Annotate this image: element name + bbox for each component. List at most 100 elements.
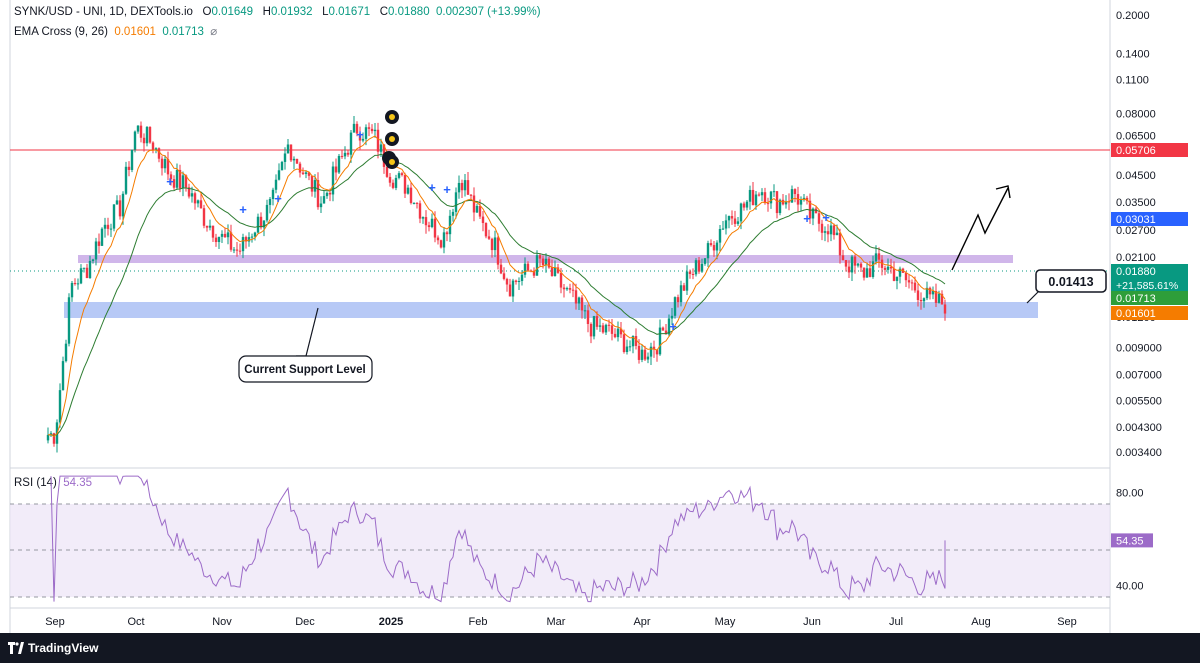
candlestick-series	[46, 116, 947, 453]
candle-body	[484, 223, 488, 237]
price-tick-label: 0.06500	[1116, 131, 1156, 143]
rsi-band	[10, 504, 1110, 597]
candle-body	[445, 232, 449, 235]
candle-body	[181, 175, 185, 189]
candle-body	[829, 225, 833, 235]
candle-body	[739, 203, 743, 222]
candle-body	[700, 263, 704, 272]
candle-body	[640, 349, 644, 360]
candle-body	[109, 228, 113, 230]
candle-body	[883, 267, 887, 270]
support-zone	[64, 302, 1038, 318]
candle-body	[307, 172, 311, 176]
candle-body	[46, 434, 50, 441]
candle-body	[64, 343, 68, 362]
candle-body	[196, 200, 200, 204]
candle-body	[76, 283, 80, 285]
candle-body	[478, 205, 482, 217]
candle-body	[646, 356, 650, 360]
candle-body	[172, 179, 176, 188]
candle-body	[682, 285, 686, 291]
candle-body	[370, 128, 374, 132]
candle-body	[427, 225, 431, 228]
candle-body	[604, 324, 608, 333]
candle-body	[256, 216, 260, 233]
candle-body	[850, 256, 854, 273]
candle-body	[910, 282, 914, 284]
cross-marker: +	[443, 182, 451, 197]
candle-body	[472, 195, 476, 213]
price-tick-label: 0.1100	[1116, 74, 1149, 86]
candle-body	[766, 203, 770, 205]
candle-body	[793, 189, 797, 195]
candle-body	[625, 346, 629, 352]
candle-body	[127, 166, 131, 170]
candle-body	[733, 218, 737, 224]
candle-body	[832, 225, 836, 236]
candle-body	[295, 158, 299, 164]
candle-body	[670, 315, 674, 319]
candle-body	[244, 237, 248, 242]
candle-body	[943, 304, 947, 314]
rsi-badge	[1111, 533, 1153, 548]
candle-body	[112, 204, 116, 229]
tradingview-brand[interactable]: TradingView	[28, 641, 99, 655]
candle-body	[763, 192, 767, 204]
candle-body	[238, 250, 242, 252]
ema-cross-markers: + + + + + + + + +	[166, 127, 830, 334]
candle-body	[490, 238, 494, 251]
candle-body	[616, 328, 620, 338]
candle-body	[520, 274, 524, 281]
price-axis[interactable]: 0.2000 0.1400 0.1100 0.08000 0.06500 0.04500 0…	[1116, 10, 1162, 459]
price-tick-label: 0.02700	[1116, 225, 1156, 237]
symbol-legend: SYNK/USD - UNI, 1D, DEXTools.io O0.01649…	[14, 6, 541, 18]
ema-label: EMA Cross (9, 26)	[14, 26, 108, 38]
candle-body	[226, 232, 230, 238]
candle-body	[280, 161, 284, 171]
event-icon-glyph	[389, 136, 395, 142]
price-callout-box	[1035, 269, 1107, 293]
candle-body	[91, 259, 95, 261]
candle-body	[937, 293, 941, 303]
candle-body	[79, 268, 83, 284]
candle-body	[316, 180, 320, 208]
candle-body	[175, 169, 179, 188]
close-value: 0.01880	[388, 6, 430, 18]
time-tick-label: Sep	[45, 616, 65, 628]
candle-body	[502, 273, 506, 279]
price-chart-svg[interactable]: + + + + + + + + + Current Support L	[0, 0, 1200, 633]
candle-body	[121, 193, 125, 217]
event-icons[interactable]	[382, 110, 399, 169]
time-axis[interactable]: Sep Oct Nov Dec 2025 Feb Mar Apr May Jun Jul Aug Sep	[45, 616, 1077, 628]
candle-body	[862, 267, 866, 278]
candle-body	[790, 189, 794, 203]
candle-body	[889, 266, 893, 269]
candle-body	[70, 283, 74, 298]
candle-body	[724, 220, 728, 229]
candle-body	[400, 173, 404, 176]
candle-body	[208, 225, 212, 228]
candle-body	[760, 192, 764, 196]
candle-body	[115, 200, 119, 205]
cross-marker: +	[803, 211, 811, 226]
candle-body	[475, 205, 479, 213]
candle-body	[727, 216, 731, 221]
candle-body	[418, 203, 422, 219]
candle-body	[130, 149, 134, 170]
candle-body	[190, 193, 194, 197]
support-callout: Current Support Level	[238, 307, 373, 383]
tradingview-logo-icon[interactable]	[8, 642, 24, 654]
candle-body	[535, 255, 539, 276]
time-tick-label: May	[715, 616, 736, 628]
time-tick-label: Jul	[889, 616, 903, 628]
price-tick-label: 0.007000	[1116, 370, 1162, 382]
time-tick-label: Nov	[212, 616, 232, 628]
ema-hidden-icon[interactable]: ⌀	[210, 26, 218, 38]
candle-body	[271, 189, 275, 200]
price-badge	[1111, 291, 1188, 305]
candle-body	[415, 202, 419, 204]
candle-body	[784, 201, 788, 205]
candle-body	[823, 231, 827, 233]
candle-body	[166, 159, 170, 175]
